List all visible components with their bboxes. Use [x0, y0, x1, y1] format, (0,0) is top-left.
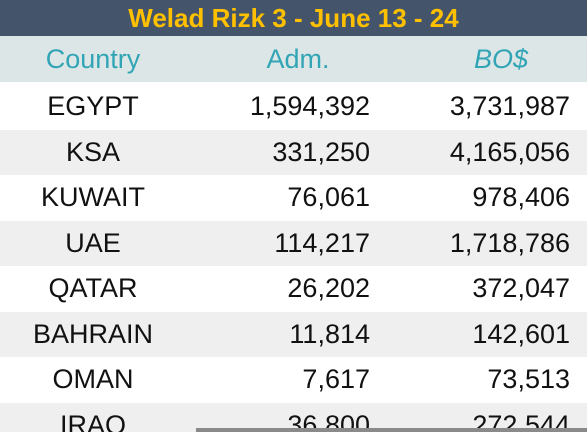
admissions-cell: 36,800 [287, 409, 370, 432]
country-cell: OMAN [52, 364, 134, 395]
admissions-cell: 11,814 [289, 318, 370, 349]
box-office-cell: 1,718,786 [449, 227, 570, 258]
country-cell: KUWAIT [41, 182, 145, 213]
table-row: IRAQ 36,800 272,544 [0, 402, 587, 432]
box-office-cell: 372,047 [472, 273, 570, 304]
table-row: EGYPT 1,594,392 3,731,987 [0, 84, 587, 130]
table-title: Welad Rizk 3 - June 13 - 24 [128, 2, 459, 33]
table-row: UAE 114,217 1,718,786 [0, 220, 587, 266]
admissions-cell: 26,202 [287, 273, 370, 304]
admissions-cell: 331,250 [272, 136, 370, 167]
box-office-cell: 73,513 [487, 364, 570, 395]
header-country: Country [45, 43, 141, 74]
table-row: QATAR 26,202 372,047 [0, 266, 587, 312]
box-office-cell: 4,165,056 [449, 136, 570, 167]
box-office-cell: 272,544 [472, 409, 570, 432]
header-admissions: Adm. [266, 43, 330, 74]
admissions-cell: 114,217 [274, 227, 370, 258]
table-row: OMAN 7,617 73,513 [0, 357, 587, 403]
box-office-cell: 978,406 [472, 182, 570, 213]
country-cell: BAHRAIN [32, 318, 154, 349]
admissions-cell: 1,594,392 [249, 91, 370, 122]
title-bar: Welad Rizk 3 - June 13 - 24 [0, 0, 587, 36]
table-row: BAHRAIN 11,814 142,601 [0, 311, 587, 357]
country-cell: IRAQ [59, 409, 126, 432]
country-cell: EGYPT [47, 91, 139, 122]
country-cell: KSA [65, 136, 121, 167]
admissions-cell: 7,617 [302, 364, 370, 395]
country-cell: QATAR [48, 273, 138, 304]
box-office-cell: 142,601 [472, 318, 570, 349]
country-cell: UAE [65, 227, 121, 258]
admissions-cell: 76,061 [287, 182, 370, 213]
bottom-divider [196, 428, 587, 432]
table-row: KSA 331,250 4,165,056 [0, 129, 587, 175]
table-row: KUWAIT 76,061 978,406 [0, 175, 587, 221]
box-office-cell: 3,731,987 [449, 91, 570, 122]
header-box-office: BO$ [473, 43, 529, 74]
table-header: Country Adm. BO$ [0, 36, 587, 84]
